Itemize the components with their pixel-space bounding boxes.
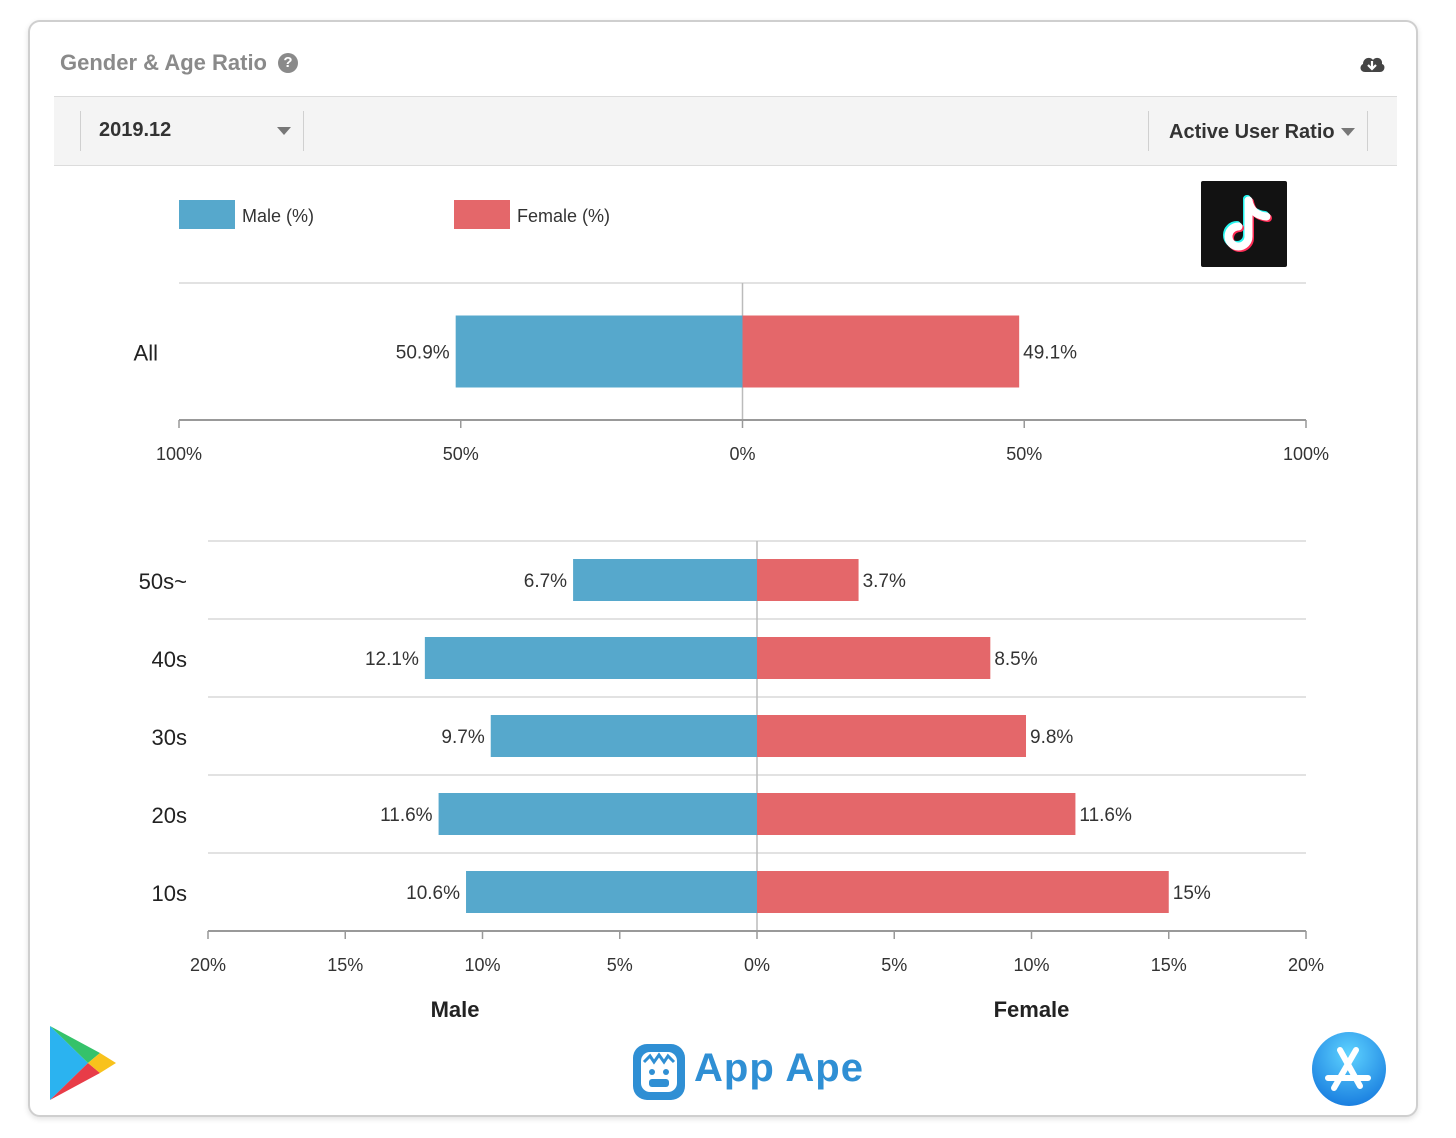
google-play-icon[interactable]	[48, 1024, 118, 1102]
category-label: 20s	[152, 803, 187, 828]
x-tick-label: 0%	[744, 955, 770, 975]
x-tick-label: 10%	[1013, 955, 1049, 975]
app-ape-logo-icon	[633, 1044, 685, 1100]
bar-female	[757, 559, 859, 601]
x-tick-label: 10%	[464, 955, 500, 975]
chart-toolbar: 2019.12 Active User Ratio	[54, 96, 1397, 166]
metric-select-value: Active User Ratio	[1169, 121, 1335, 143]
data-label-male: 6.7%	[524, 571, 567, 592]
data-label-male: 12.1%	[365, 649, 419, 670]
data-label-female: 3.7%	[863, 571, 906, 592]
legend-male-swatch	[179, 200, 235, 229]
bar-female	[757, 793, 1076, 835]
data-label-female: 9.8%	[1030, 727, 1073, 748]
category-label: 40s	[152, 647, 187, 672]
data-label-male: 10.6%	[406, 883, 460, 904]
category-label: 50s~	[139, 569, 187, 594]
data-label-male: 50.9%	[396, 343, 450, 364]
app-store-icon[interactable]	[1310, 1030, 1388, 1108]
data-label-female: 15%	[1173, 883, 1211, 904]
x-tick-label: 100%	[156, 444, 202, 464]
data-label-male: 11.6%	[380, 805, 433, 826]
panel-title: Gender & Age Ratio	[60, 50, 267, 75]
tiktok-app-icon	[1201, 181, 1287, 267]
x-axis-label-male: Male	[431, 997, 480, 1022]
bar-male	[424, 637, 757, 679]
x-tick-label: 15%	[1151, 955, 1187, 975]
x-tick-label: 50%	[1006, 444, 1042, 464]
question-circle-icon[interactable]: ?	[278, 53, 298, 73]
legend-female-swatch	[454, 200, 510, 229]
data-label-female: 8.5%	[994, 649, 1037, 670]
x-tick-label: 50%	[443, 444, 479, 464]
metric-select[interactable]: Active User Ratio	[1148, 111, 1368, 151]
bar-female	[757, 871, 1169, 913]
x-tick-label: 5%	[881, 955, 907, 975]
bar-female	[757, 637, 991, 679]
x-axis-label-female: Female	[994, 997, 1070, 1022]
data-label-female: 11.6%	[1079, 805, 1132, 826]
chevron-down-icon	[277, 127, 291, 135]
x-tick-label: 0%	[729, 444, 755, 464]
data-label-male: 9.7%	[441, 727, 484, 748]
bar-female	[742, 315, 1020, 388]
bar-male	[490, 715, 757, 757]
x-tick-label: 20%	[190, 955, 226, 975]
bar-male	[466, 871, 757, 913]
overall-gender-chart: 100% 50% 0% 50% 100% 50.9% 49.1% All	[134, 282, 1329, 464]
legend-female-label: Female (%)	[517, 206, 610, 226]
x-tick-label: 5%	[607, 955, 633, 975]
bar-male	[455, 315, 743, 388]
x-tick-label: 15%	[327, 955, 363, 975]
bar-male	[438, 793, 757, 835]
category-label: All	[134, 341, 158, 366]
bar-male	[573, 559, 757, 601]
legend-male-label: Male (%)	[242, 206, 314, 226]
x-tick-label: 20%	[1288, 955, 1324, 975]
cloud-download-icon[interactable]	[1358, 52, 1386, 76]
category-label: 10s	[152, 881, 187, 906]
data-label-female: 49.1%	[1023, 343, 1077, 364]
category-label: 30s	[152, 725, 187, 750]
period-select-value: 2019.12	[99, 119, 172, 141]
chevron-down-icon	[1341, 128, 1355, 136]
app-ape-brand: App Ape	[694, 1046, 864, 1090]
age-gender-chart: 20% 15% 10% 5% 0% 5% 10% 15% 20% 6.7% 3.7% 50s~ 12.1…	[139, 540, 1324, 1022]
bar-female	[757, 715, 1027, 757]
gender-age-panel: Gender & Age Ratio ? 2019.12 Active User…	[28, 20, 1418, 1117]
x-tick-label: 100%	[1283, 444, 1329, 464]
period-select[interactable]: 2019.12	[80, 111, 304, 151]
